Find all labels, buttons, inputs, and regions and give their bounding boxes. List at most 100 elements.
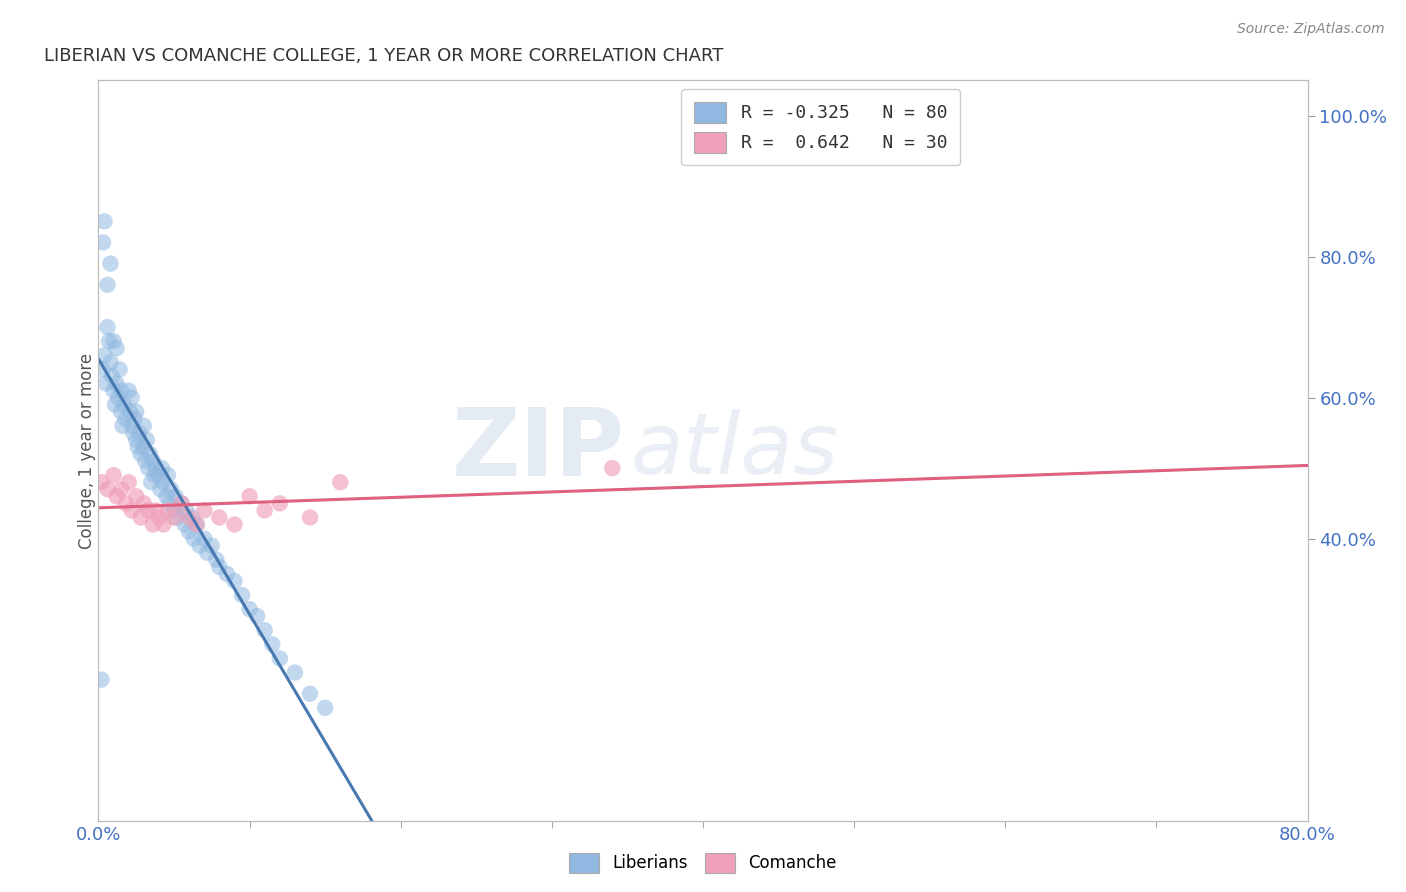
Point [141, 475, 163, 490]
Point [114, 496, 136, 510]
Point [101, 369, 124, 384]
Point [148, 468, 170, 483]
Point [208, 559, 231, 574]
Point [90, 475, 112, 490]
Point [129, 447, 152, 461]
Point [96, 320, 118, 334]
Point [145, 461, 167, 475]
Point [174, 503, 197, 517]
Point [186, 517, 208, 532]
Point [110, 384, 132, 398]
Point [246, 609, 269, 624]
Point [125, 489, 148, 503]
Point [156, 503, 179, 517]
Point [90, 673, 112, 687]
Point [253, 503, 276, 517]
Point [125, 433, 148, 447]
Point [132, 496, 155, 510]
Point [128, 425, 150, 440]
Point [110, 405, 132, 419]
Point [108, 362, 131, 376]
Point [152, 517, 174, 532]
Point [129, 510, 152, 524]
Point [284, 665, 307, 680]
Point [132, 440, 155, 454]
Point [156, 468, 179, 483]
Legend: R = -0.325   N = 80, R =  0.642   N = 30: R = -0.325 N = 80, R = 0.642 N = 30 [681, 89, 960, 165]
Point [91, 362, 114, 376]
Text: Source: ZipAtlas.com: Source: ZipAtlas.com [1237, 22, 1385, 37]
Point [96, 482, 118, 496]
Point [224, 517, 246, 532]
Point [152, 475, 174, 490]
Point [96, 277, 118, 292]
Point [110, 482, 132, 496]
Point [170, 496, 193, 510]
Point [111, 418, 134, 433]
Point [118, 475, 141, 490]
Point [124, 411, 146, 425]
Point [186, 517, 208, 532]
Point [121, 503, 143, 517]
Point [163, 503, 186, 517]
Point [100, 257, 122, 271]
Text: ZIP: ZIP [451, 404, 624, 497]
Point [145, 503, 167, 517]
Text: atlas: atlas [630, 409, 838, 492]
Point [105, 376, 128, 391]
Point [91, 235, 114, 250]
Point [231, 588, 253, 602]
Point [114, 411, 136, 425]
Point [121, 391, 143, 405]
Point [125, 405, 148, 419]
Point [166, 510, 188, 524]
Point [93, 214, 115, 228]
Y-axis label: College, 1 year or more: College, 1 year or more [79, 352, 96, 549]
Point [188, 539, 211, 553]
Point [170, 496, 193, 510]
Point [193, 503, 215, 517]
Point [139, 447, 162, 461]
Point [179, 524, 201, 539]
Point [269, 651, 291, 665]
Point [121, 418, 143, 433]
Point [208, 510, 231, 524]
Point [127, 440, 149, 454]
Point [98, 334, 121, 348]
Point [107, 391, 129, 405]
Point [142, 454, 165, 468]
Point [134, 454, 156, 468]
Point [181, 510, 204, 524]
Point [149, 482, 172, 496]
Point [269, 496, 291, 510]
Point [136, 503, 159, 517]
Point [329, 475, 352, 490]
Point [93, 348, 115, 362]
Point [201, 539, 224, 553]
Point [165, 489, 187, 503]
Legend: Liberians, Comanche: Liberians, Comanche [562, 847, 844, 880]
Point [148, 510, 170, 524]
Text: LIBERIAN VS COMANCHE COLLEGE, 1 YEAR OR MORE CORRELATION CHART: LIBERIAN VS COMANCHE COLLEGE, 1 YEAR OR … [44, 47, 723, 65]
Point [173, 517, 195, 532]
Point [299, 687, 322, 701]
Point [143, 468, 166, 483]
Point [224, 574, 246, 588]
Point [100, 355, 122, 369]
Point [183, 532, 205, 546]
Point [179, 510, 201, 524]
Point [103, 334, 125, 348]
Point [94, 376, 117, 391]
Point [205, 553, 228, 567]
Point [142, 517, 165, 532]
Point [105, 489, 128, 503]
Point [135, 433, 157, 447]
Point [195, 546, 218, 560]
Point [118, 384, 141, 398]
Point [253, 624, 276, 638]
Point [299, 510, 322, 524]
Point [163, 510, 186, 524]
Point [103, 384, 125, 398]
Point [112, 398, 135, 412]
Point [239, 602, 262, 616]
